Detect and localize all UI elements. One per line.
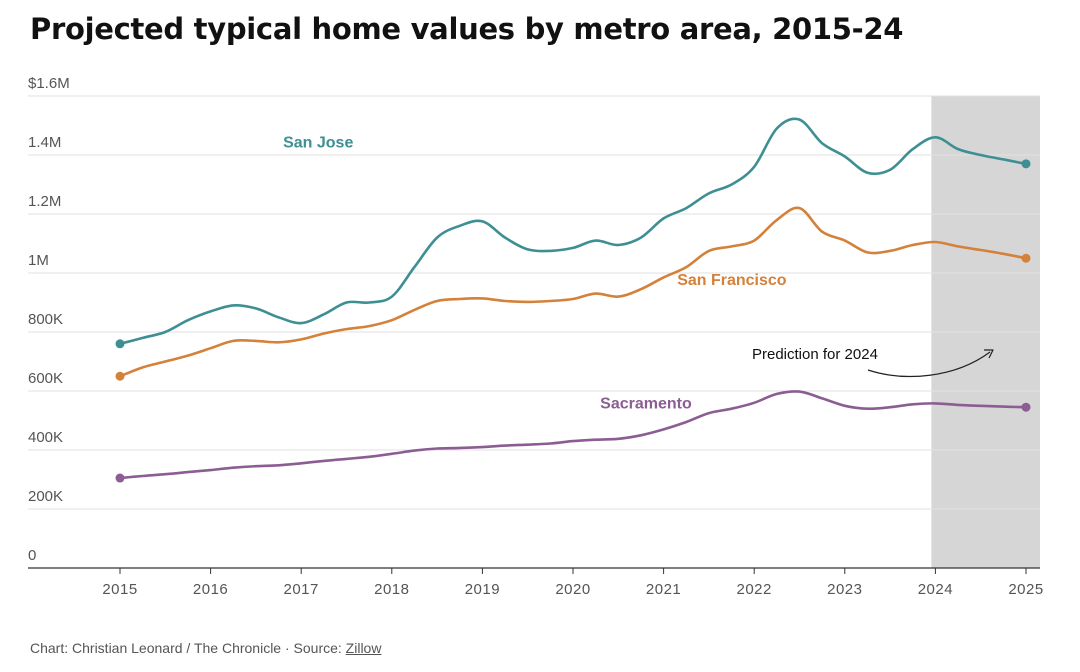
- x-tick-label: 2015: [102, 581, 137, 598]
- credit-text: Chart: Christian Leonard / The Chronicle…: [30, 640, 346, 656]
- y-tick-label: 0: [28, 547, 36, 564]
- start-point-sacramento: [115, 473, 125, 483]
- y-tick-label: 1M: [28, 252, 49, 269]
- series-line-san-francisco: [118, 206, 1028, 378]
- series-line-sacramento: [118, 390, 1028, 480]
- x-tick-label: 2023: [827, 581, 862, 598]
- x-tick-label: 2021: [646, 581, 681, 598]
- end-point-san-jose: [1021, 159, 1031, 169]
- series-label-san-francisco: San Francisco: [677, 272, 787, 289]
- start-point-san-francisco: [115, 371, 125, 381]
- chart-title: Projected typical home values by metro a…: [30, 12, 904, 46]
- annotation-arrow-curve: [867, 351, 991, 378]
- y-tick-label: 400K: [28, 429, 63, 446]
- y-tick-label: 800K: [28, 311, 63, 328]
- annotation-arrow-head: [984, 349, 994, 359]
- start-point-san-jose: [115, 339, 125, 349]
- x-tick-label: 2016: [193, 581, 228, 598]
- x-tick-label: 2020: [555, 581, 590, 598]
- y-tick-label: 1.2M: [28, 193, 61, 210]
- series-line-san-jose: [118, 117, 1028, 346]
- y-tick-label: 200K: [28, 488, 63, 505]
- x-tick-label: 2024: [918, 581, 953, 598]
- series-label-sacramento: Sacramento: [600, 396, 692, 413]
- y-tick-label: $1.6M: [28, 75, 70, 92]
- end-point-san-francisco: [1021, 253, 1031, 263]
- source-link[interactable]: Zillow: [345, 640, 382, 656]
- chart-footer: Chart: Christian Leonard / The Chronicle…: [30, 640, 381, 656]
- line-chart: 0 200K 400K 600K 800K 1M 1.2M 1.4M $1.6M 2015 201…: [28, 75, 1043, 598]
- y-tick-label: 600K: [28, 370, 63, 387]
- end-point-sacramento: [1021, 402, 1031, 412]
- y-tick-label: 1.4M: [28, 134, 61, 151]
- x-tick-label: 2017: [284, 581, 319, 598]
- x-tick-label: 2025: [1008, 581, 1043, 598]
- prediction-annotation: Prediction for 2024: [752, 346, 878, 363]
- series-label-san-jose: San Jose: [283, 135, 353, 152]
- x-tick-label: 2022: [737, 581, 772, 598]
- x-tick-label: 2018: [374, 581, 409, 598]
- x-tick-label: 2019: [465, 581, 500, 598]
